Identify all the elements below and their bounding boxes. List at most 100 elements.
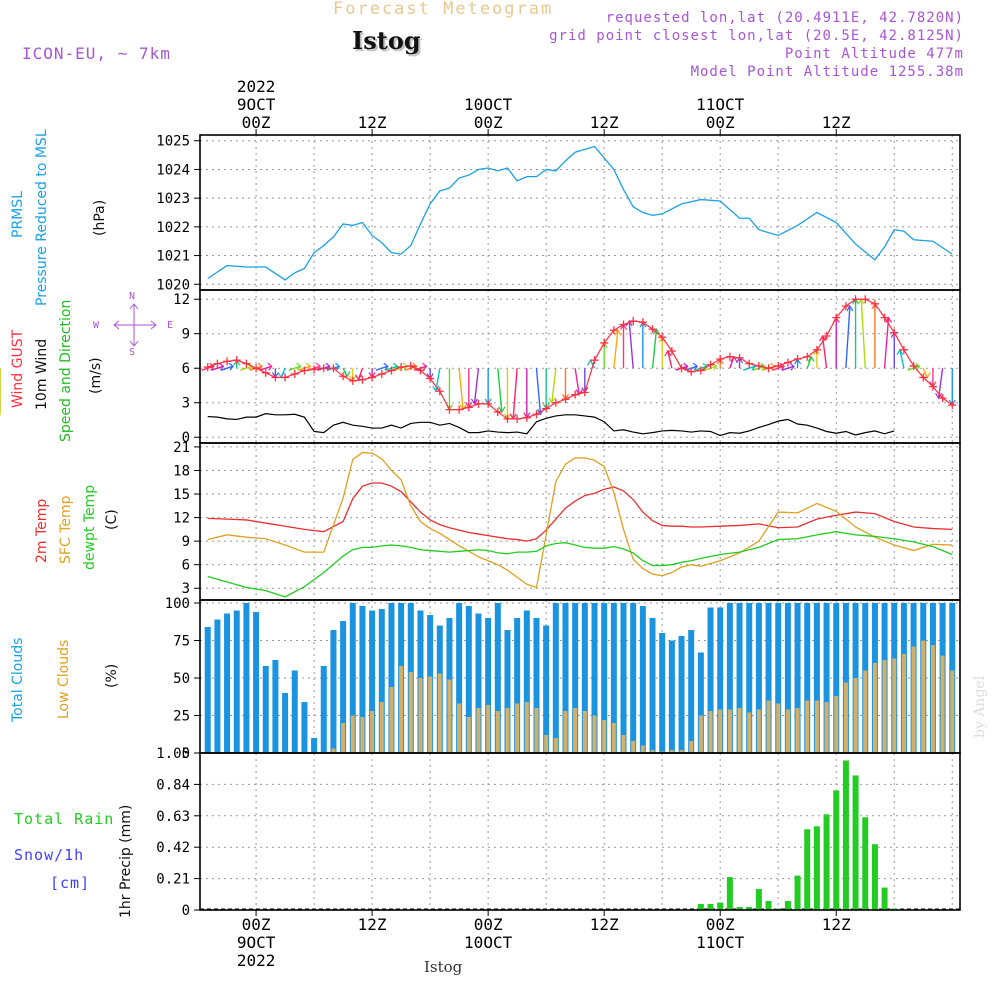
wind-gust-marker xyxy=(841,302,850,311)
low-clouds-bar xyxy=(785,709,790,753)
low-clouds-bar xyxy=(911,646,916,753)
total-clouds-bar xyxy=(707,607,714,753)
wind-direction-arrow xyxy=(458,368,464,410)
rain-bar xyxy=(736,907,743,910)
low-clouds-bar xyxy=(650,750,655,753)
low-clouds-bar xyxy=(457,703,462,753)
wind-direction-arrow xyxy=(512,368,518,419)
total-clouds-bar xyxy=(746,603,753,753)
low-clouds-bar xyxy=(563,711,568,753)
total-clouds-bar xyxy=(224,613,231,753)
low-clouds-bar xyxy=(950,670,955,753)
bottom-time-label: 11OCT xyxy=(696,933,745,952)
total-clouds-bar xyxy=(204,627,211,753)
low-clouds-bar xyxy=(834,696,839,753)
wind-gust-marker xyxy=(406,361,415,370)
low-clouds-bar xyxy=(805,700,810,753)
temp-dewpt-line xyxy=(207,531,953,598)
low-clouds-bar xyxy=(756,709,761,753)
total-clouds-bar xyxy=(349,603,356,753)
low-clouds-bar xyxy=(360,717,365,753)
wind-gust-marker xyxy=(658,333,667,342)
rain-bar xyxy=(881,887,888,910)
wind-gust-marker xyxy=(716,355,725,364)
wind-gust-marker xyxy=(445,405,454,414)
total-clouds-bar xyxy=(572,603,579,753)
point-altitude: Point Altitude 477m xyxy=(784,46,964,62)
wind-gust-marker xyxy=(493,407,502,416)
wind-direction-arrow xyxy=(220,365,234,371)
location-title: Istog xyxy=(352,26,421,55)
total-clouds-label: Total Clouds xyxy=(10,637,26,722)
footer-location: Istog xyxy=(424,958,463,976)
rain-label: Total Rain xyxy=(14,810,115,828)
wind-direction-arrow xyxy=(651,329,658,369)
wind-gust-marker xyxy=(542,404,551,413)
wind-arrowhead xyxy=(277,372,285,379)
low-clouds-bar xyxy=(843,682,848,753)
low-clouds-bar xyxy=(669,750,674,753)
low-clouds-bar xyxy=(930,645,935,753)
total-clouds-bar xyxy=(842,603,849,753)
temp-sfc-label: SFC Temp xyxy=(58,495,74,564)
low-clouds-bar xyxy=(853,678,858,753)
low-clouds-bar xyxy=(863,670,868,753)
low-clouds-bar xyxy=(428,676,433,753)
top-time-label: 00Z xyxy=(242,113,271,132)
wind-gust-marker xyxy=(590,356,599,365)
total-clouds-bar xyxy=(301,702,308,753)
wind-arrowhead xyxy=(343,370,351,378)
bottom-time-label: 9OCT xyxy=(237,933,276,952)
wind-direction-arrow xyxy=(883,317,890,369)
low-clouds-bar xyxy=(940,655,945,753)
y-tick-label: 12 xyxy=(173,511,190,527)
total-clouds-bar xyxy=(533,618,540,753)
total-clouds-bar xyxy=(775,603,782,753)
total-clouds-bar xyxy=(253,612,260,753)
wind-gust-marker xyxy=(851,295,860,304)
y-tick-label: 100 xyxy=(165,596,190,612)
wind-gust-marker xyxy=(416,366,425,375)
wind-direction-arrow xyxy=(742,365,756,371)
wind-gust-marker xyxy=(503,414,512,423)
wind-gust-marker xyxy=(571,390,580,399)
y-tick-label: 50 xyxy=(173,671,190,687)
low-clouds-bar xyxy=(418,678,423,753)
total-clouds-bar xyxy=(311,738,318,753)
panel-temperature: 3 6 9 12 15 18 21 xyxy=(173,440,960,600)
wind-gust-marker xyxy=(310,365,319,374)
wind-gust-marker xyxy=(464,403,473,412)
temp-unit: (C) xyxy=(104,509,120,530)
total-clouds-bar xyxy=(813,603,820,753)
wind-gust-marker xyxy=(252,364,261,373)
low-clouds-bar xyxy=(447,679,452,753)
wind-gust-marker xyxy=(600,338,609,347)
wind-gust-marker xyxy=(832,313,841,322)
wind-direction-arrow xyxy=(937,368,944,399)
total-clouds-bar xyxy=(282,693,289,753)
wind-arrowhead xyxy=(335,362,341,371)
rain-bar xyxy=(765,901,772,910)
low-clouds-bar xyxy=(515,703,520,753)
low-clouds-bar xyxy=(727,709,732,753)
wind-direction-arrow xyxy=(781,365,795,371)
wind-arrowhead xyxy=(923,372,931,379)
wind-gust-marker xyxy=(928,382,937,391)
wind-gust-line xyxy=(207,298,953,420)
compass-north: N xyxy=(129,291,136,302)
wind-10m-line xyxy=(207,413,895,437)
wind-gust-marker xyxy=(948,401,957,410)
low-clouds-label: Low Clouds xyxy=(56,639,72,719)
bottom-time-label: 00Z xyxy=(242,915,271,934)
wind-gust-marker xyxy=(899,345,908,354)
total-clouds-bar xyxy=(794,603,801,753)
wind-gust-marker xyxy=(803,352,812,361)
low-clouds-bar xyxy=(476,708,481,753)
y-tick-label: 0.63 xyxy=(156,809,190,825)
total-clouds-bar xyxy=(330,630,337,753)
total-clouds-bar xyxy=(736,603,743,753)
wind-gust-marker xyxy=(213,359,222,368)
wind-gust-marker xyxy=(281,373,290,382)
wind-gust-marker xyxy=(648,325,657,334)
